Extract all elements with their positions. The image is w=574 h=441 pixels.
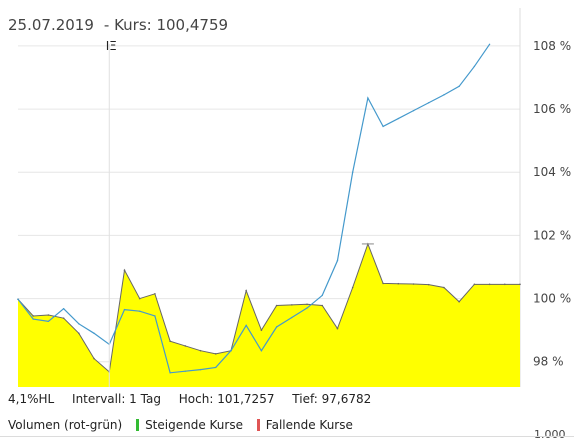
area-point bbox=[154, 293, 156, 295]
area-point bbox=[32, 315, 35, 317]
chart-header: 25.07.2019 - Kurs: 100,4759 bbox=[8, 16, 228, 34]
line-point bbox=[351, 171, 354, 173]
line-point bbox=[17, 298, 19, 300]
area-fill bbox=[18, 243, 520, 387]
area-point bbox=[321, 304, 324, 307]
line-point bbox=[123, 308, 126, 311]
line-point bbox=[169, 372, 171, 374]
line-point bbox=[32, 318, 34, 320]
line-point bbox=[458, 85, 460, 88]
area-point bbox=[382, 282, 384, 285]
volume-axis-line bbox=[0, 436, 574, 437]
tief-label: Tief: 97,6782 bbox=[292, 392, 372, 406]
area-point bbox=[138, 297, 141, 300]
area-point bbox=[336, 327, 339, 330]
line-point bbox=[443, 94, 445, 96]
line-point bbox=[428, 102, 430, 104]
volume-axis-tick: 1.000 bbox=[534, 428, 566, 441]
line-point bbox=[336, 259, 339, 262]
area-point bbox=[443, 286, 445, 289]
area-point bbox=[214, 353, 217, 355]
line-point bbox=[306, 307, 308, 309]
rising-label: Steigende Kurse bbox=[145, 418, 243, 432]
area-point bbox=[397, 282, 400, 285]
area-point bbox=[427, 283, 430, 286]
area-point bbox=[78, 332, 80, 335]
hl-label: 4,1%HL bbox=[8, 392, 55, 406]
area-outline bbox=[17, 242, 520, 373]
line-point bbox=[78, 323, 80, 325]
area-point bbox=[291, 304, 293, 306]
crosshair-marker: ΙΞ bbox=[106, 39, 117, 53]
series-layer bbox=[17, 43, 521, 387]
area-point bbox=[351, 286, 354, 289]
volume-legend: Volumen (rot-grün) Steigende Kurse Falle… bbox=[8, 418, 353, 432]
crosshair: ΙΞ bbox=[106, 39, 117, 387]
line-point bbox=[367, 97, 369, 99]
area-point bbox=[199, 349, 202, 352]
line-point bbox=[62, 307, 65, 310]
line-point bbox=[138, 310, 141, 312]
y-axis: 98 % 100 % 102 % 104 % 106 % 108 % bbox=[533, 39, 571, 369]
line-point bbox=[412, 109, 415, 112]
area-point bbox=[93, 357, 95, 360]
line-point bbox=[473, 65, 476, 68]
area-point bbox=[260, 329, 263, 331]
line-point bbox=[488, 43, 491, 46]
area-point bbox=[412, 283, 415, 285]
line-point bbox=[397, 117, 400, 120]
area-point bbox=[245, 289, 247, 292]
line-point bbox=[199, 368, 202, 371]
line-point bbox=[321, 294, 323, 297]
area-point bbox=[123, 269, 126, 271]
line-point bbox=[215, 366, 217, 369]
line-point bbox=[154, 315, 156, 317]
line-point bbox=[260, 349, 263, 352]
area-point bbox=[503, 283, 506, 286]
chart-info-bar: 4,1%HL Intervall: 1 Tag Hoch: 101,7257 T… bbox=[8, 392, 385, 406]
header-date: 25.07.2019 bbox=[8, 16, 94, 34]
line-point bbox=[245, 324, 247, 327]
area-point bbox=[184, 345, 187, 347]
line-point bbox=[275, 326, 278, 328]
falling-swatch bbox=[256, 419, 260, 431]
line-point bbox=[184, 370, 187, 372]
area-point bbox=[488, 283, 491, 286]
line-point bbox=[230, 349, 232, 352]
area-point bbox=[473, 283, 476, 286]
header-kurs: - Kurs: 100,4759 bbox=[103, 16, 229, 34]
area-point bbox=[169, 340, 171, 343]
y-tick-label: 104 % bbox=[533, 165, 571, 179]
line-point bbox=[93, 332, 95, 335]
area-point bbox=[458, 300, 460, 303]
y-tick-label: 98 % bbox=[533, 355, 564, 369]
area-point bbox=[275, 304, 278, 307]
line-point bbox=[382, 125, 384, 128]
line-series bbox=[17, 43, 491, 374]
y-tick-label: 108 % bbox=[533, 39, 571, 53]
y-tick-label: 106 % bbox=[533, 102, 571, 116]
area-point bbox=[62, 317, 65, 319]
line-point bbox=[47, 320, 50, 323]
intervall-label: Intervall: 1 Tag bbox=[72, 392, 161, 406]
area-point bbox=[306, 303, 308, 306]
y-tick-label: 102 % bbox=[533, 228, 571, 242]
area-point bbox=[519, 283, 521, 286]
hoch-label: Hoch: 101,7257 bbox=[178, 392, 275, 406]
rising-swatch bbox=[136, 419, 140, 431]
area-point bbox=[47, 314, 50, 316]
falling-label: Fallende Kurse bbox=[265, 418, 353, 432]
line-point bbox=[291, 316, 293, 319]
volume-label: Volumen (rot-grün) bbox=[8, 418, 123, 432]
y-tick-label: 100 % bbox=[533, 292, 571, 306]
